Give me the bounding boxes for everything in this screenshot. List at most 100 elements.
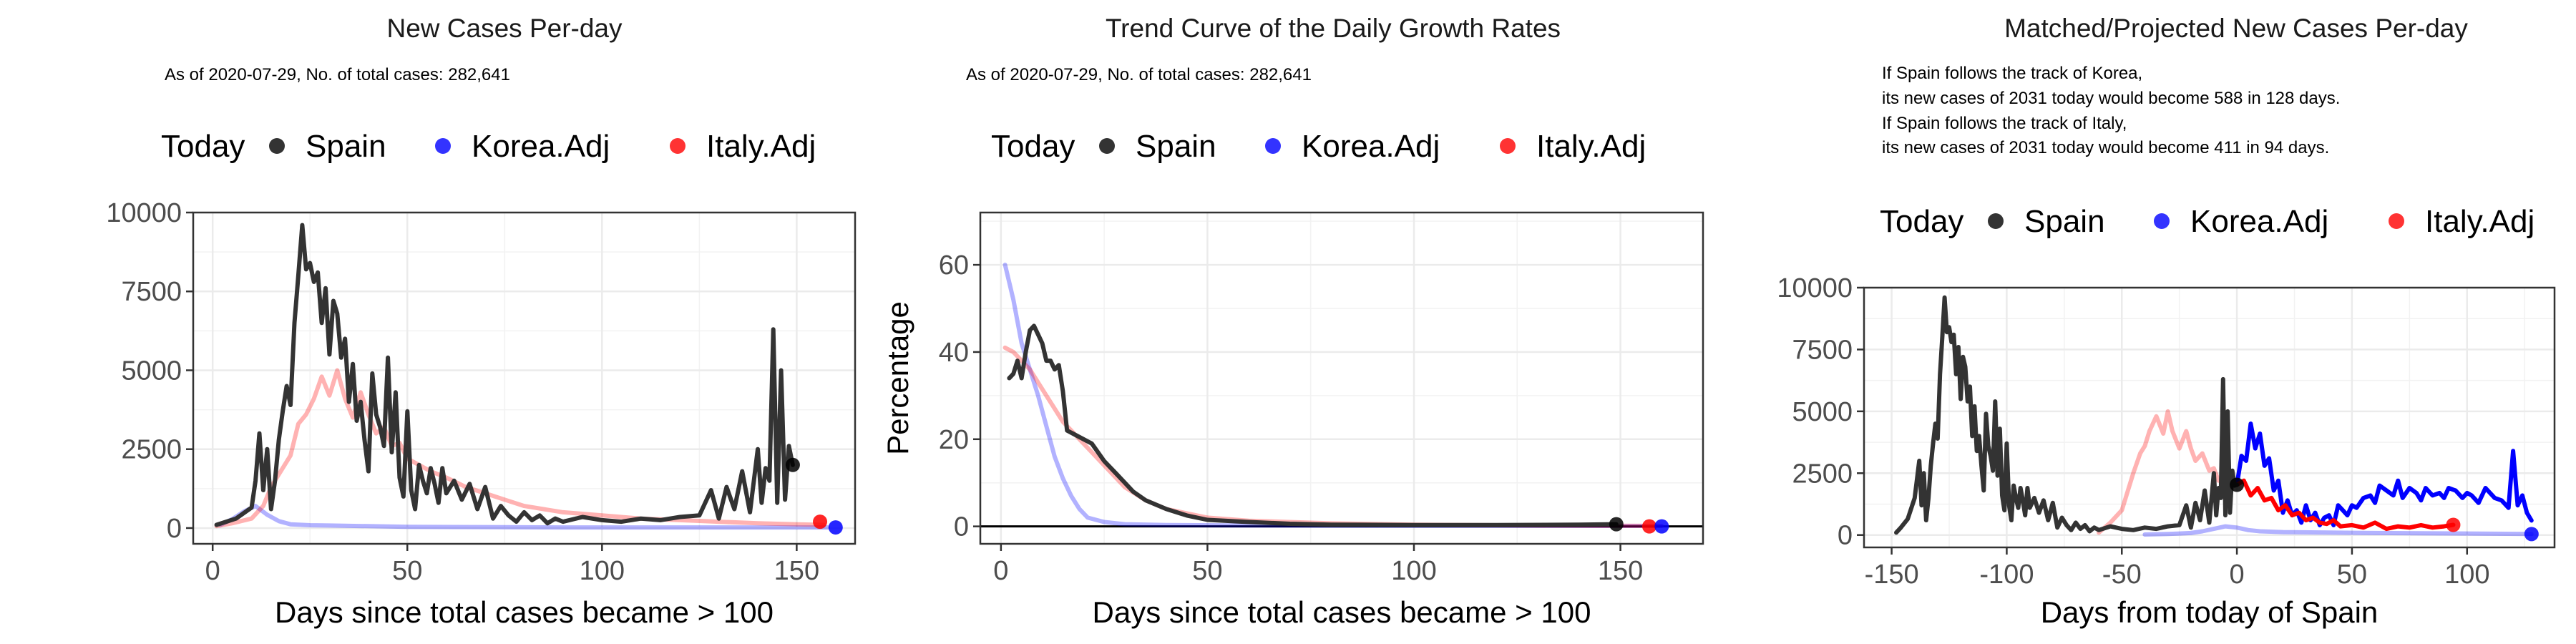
x-tick-label: 0 <box>993 556 1008 586</box>
x-tick-label: 150 <box>1598 556 1643 586</box>
legend-key-italy-adj <box>670 138 686 154</box>
legend-key-spain <box>1099 138 1115 154</box>
y-axis-title: Percentage <box>881 301 914 455</box>
legend-label: Spain <box>306 129 386 164</box>
chart-panel-3: Matched/Projected New Cases Per-day If Sp… <box>1777 14 2556 629</box>
x-axis: 0 50 100 150 <box>205 544 819 586</box>
chart-title: New Cases Per-day <box>386 14 623 43</box>
y-axis: 0 2500 5000 7500 10000 <box>106 198 193 544</box>
today-point-spain <box>2230 477 2245 492</box>
legend-label: Korea.Adj <box>472 129 610 164</box>
today-point-italy-adj <box>1641 519 1657 534</box>
y-tick-label: 60 <box>939 250 969 280</box>
legend-key-spain <box>269 138 285 154</box>
x-tick-label: 50 <box>1192 556 1222 586</box>
series-line-korea-adj <box>2235 421 2534 527</box>
series-line-spain <box>1007 323 1619 527</box>
legend-key-korea-adj <box>2154 213 2170 229</box>
panel-border <box>1863 286 2556 549</box>
y-tick-label: 7500 <box>121 277 182 307</box>
series-line-italy-adj-past <box>2097 409 2240 535</box>
y-tick-label: 7500 <box>1792 335 1853 365</box>
y-tick-label: 0 <box>1838 521 1853 551</box>
legend-key-korea-adj <box>435 138 451 154</box>
x-tick-label: 100 <box>1391 556 1436 586</box>
x-axis: -150 -100 -50 0 50 100 <box>1865 547 2489 590</box>
y-tick-label: 10000 <box>1777 273 1853 303</box>
x-axis-title: Days since total cases became > 100 <box>275 595 774 629</box>
today-point-spain <box>785 457 800 472</box>
panel-border <box>979 211 1704 545</box>
today-point-korea-adj <box>2524 527 2539 542</box>
legend-label: Korea.Adj <box>1302 129 1440 164</box>
series-line-spain <box>214 223 795 527</box>
series-line-korea-adj-past <box>2142 524 2534 537</box>
y-tick-label: 2500 <box>121 435 182 465</box>
legend: Today Spain Korea.Adj Italy.Adj <box>1880 204 2534 239</box>
legend-title: Today <box>991 129 1075 164</box>
chart-subtitle-line: its new cases of 2031 today would become… <box>1882 138 2329 157</box>
x-tick-label: 100 <box>580 556 625 586</box>
x-tick-label: 0 <box>205 556 220 586</box>
x-axis-title: Days from today of Spain <box>2041 595 2379 629</box>
series-line-italy-adj <box>2235 478 2456 532</box>
legend-key-korea-adj <box>1265 138 1281 154</box>
chart-subtitle-line: its new cases of 2031 today would become… <box>1882 89 2340 108</box>
x-tick-label: 100 <box>2444 560 2489 590</box>
y-tick-label: 10000 <box>106 198 182 228</box>
y-tick-label: 0 <box>954 512 969 542</box>
chart-title: Trend Curve of the Daily Growth Rates <box>1106 14 1561 43</box>
today-point-spain <box>1609 517 1624 532</box>
series-line-korea-adj <box>1002 263 1664 528</box>
chart-panel-2: Trend Curve of the Daily Growth Rates As … <box>881 14 1704 629</box>
x-tick-label: -50 <box>2102 560 2142 590</box>
y-tick-label: 20 <box>939 425 969 455</box>
y-axis: 0 20 40 60 <box>939 250 980 542</box>
chart-panel-1: New Cases Per-day As of 2020-07-29, No. o… <box>106 14 857 629</box>
grid <box>980 213 1703 544</box>
legend-title: Today <box>161 129 245 164</box>
legend-label: Italy.Adj <box>706 129 816 164</box>
y-axis: 0 2500 5000 7500 10000 <box>1777 273 1864 551</box>
chart-subtitle-line: If Spain follows the track of Italy, <box>1882 114 2127 133</box>
today-point-italy-adj <box>2446 517 2461 532</box>
y-tick-label: 40 <box>939 338 969 368</box>
x-axis-title: Days since total cases became > 100 <box>1093 595 1591 629</box>
panel-border <box>192 211 857 545</box>
chart-title: Matched/Projected New Cases Per-day <box>2004 14 2468 43</box>
legend-label: Spain <box>2024 204 2105 239</box>
legend-title: Today <box>1880 204 1963 239</box>
legend-label: Spain <box>1136 129 1216 164</box>
x-tick-label: -150 <box>1865 560 1919 590</box>
legend-key-italy-adj <box>2389 213 2404 229</box>
chart-subtitle: As of 2020-07-29, No. of total cases: 28… <box>165 65 510 84</box>
series-line-italy-adj <box>1002 345 1664 528</box>
legend-label: Italy.Adj <box>2425 204 2534 239</box>
y-tick-label: 0 <box>167 514 182 544</box>
x-axis: 0 50 100 150 <box>993 544 1643 586</box>
legend: Today Spain Korea.Adj Italy.Adj <box>161 129 816 164</box>
today-point-korea-adj <box>1654 519 1669 534</box>
series-line-spain <box>1894 295 2240 535</box>
series-group <box>1894 295 2534 537</box>
x-tick-label: -100 <box>1979 560 2034 590</box>
legend-key-spain <box>1988 213 2004 229</box>
x-tick-label: 50 <box>392 556 422 586</box>
y-tick-label: 5000 <box>121 356 182 386</box>
chart-subtitle-line: If Spain follows the track of Korea, <box>1882 64 2142 83</box>
chart-subtitle: As of 2020-07-29, No. of total cases: 28… <box>966 65 1312 84</box>
y-tick-label: 5000 <box>1792 397 1853 427</box>
legend-label: Italy.Adj <box>1536 129 1646 164</box>
legend-key-italy-adj <box>1500 138 1516 154</box>
series-group <box>214 223 830 530</box>
grid <box>193 211 855 544</box>
series-group <box>1002 263 1664 528</box>
legend: Today Spain Korea.Adj Italy.Adj <box>991 129 1646 164</box>
x-tick-label: 50 <box>2337 560 2367 590</box>
legend-label: Korea.Adj <box>2190 204 2328 239</box>
y-tick-label: 2500 <box>1792 459 1853 489</box>
x-tick-label: 150 <box>774 556 819 586</box>
x-tick-label: 0 <box>2230 560 2245 590</box>
today-point-italy-adj <box>813 514 828 530</box>
